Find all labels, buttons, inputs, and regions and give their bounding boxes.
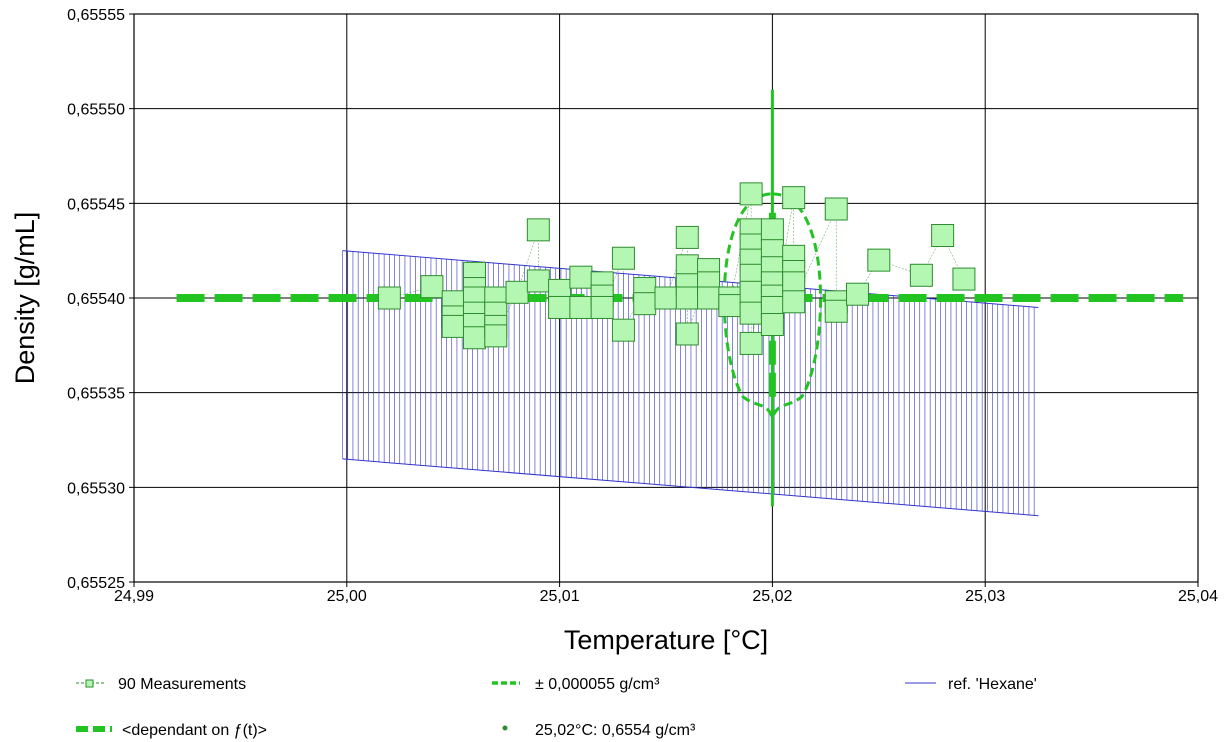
measurement-point	[675, 225, 699, 249]
measurement-point	[505, 280, 529, 304]
legend-label-point: 25,02°C: 0,6554 g/cm³	[535, 722, 696, 739]
x-axis-title: Temperature [°C]	[564, 625, 768, 655]
y-tick-label: 0,65530	[67, 480, 125, 497]
measurement-point	[760, 218, 784, 242]
legend-item-reference: ref. 'Hexane'	[905, 676, 1037, 693]
legend-item-point: 25,02°C: 0,6554 g/cm³	[502, 722, 696, 739]
measurement-point	[846, 282, 870, 306]
measurement-point	[441, 314, 465, 338]
y-tick-label: 0,65540	[67, 291, 125, 308]
measurement-point	[760, 313, 784, 337]
measurement-point	[569, 295, 593, 319]
measurement-point	[931, 224, 955, 248]
y-axis-title: Density [g/mL]	[10, 212, 40, 385]
legend-label-mean: <dependant on ƒ(t)>	[122, 722, 267, 739]
x-tick-label: 25,03	[965, 588, 1005, 605]
measurement-point	[782, 186, 806, 210]
measurement-point	[526, 218, 550, 242]
measurement-point	[377, 286, 401, 310]
y-tick-label: 0,65555	[67, 7, 125, 24]
x-tick-label: 24,99	[114, 588, 154, 605]
y-tick-label: 0,65535	[67, 386, 125, 403]
measurement-point	[675, 286, 699, 310]
legend-item-mean: <dependant on ƒ(t)>	[76, 722, 267, 739]
measurement-point	[739, 182, 763, 206]
legend-item-uncertainty: ± 0,000055 g/cm³	[492, 676, 660, 693]
x-tick-labels: 24,99 25,00 25,01 25,02 25,03 25,04	[114, 588, 1218, 605]
measurement-point	[697, 286, 721, 310]
measurement-point	[739, 280, 763, 304]
measurement-point	[633, 292, 657, 316]
measurement-point	[611, 246, 635, 270]
y-tick-label: 0,65525	[67, 575, 125, 592]
legend-label-uncertainty: ± 0,000055 g/cm³	[535, 676, 660, 693]
measurement-point	[909, 263, 933, 287]
reference-lower-line	[342, 458, 1039, 517]
measurement-point	[569, 265, 593, 289]
measurement-point	[611, 318, 635, 342]
measurement-point	[675, 322, 699, 346]
legend-label-reference: ref. 'Hexane'	[948, 676, 1037, 693]
y-tick-label: 0,65550	[67, 102, 125, 119]
measurement-point	[952, 267, 976, 291]
measurement-point	[484, 324, 508, 348]
measurement-point	[782, 290, 806, 314]
measurement-point	[420, 275, 444, 299]
measurement-point	[548, 295, 572, 319]
measurement-point	[526, 269, 550, 293]
y-tick-label: 0,65545	[67, 196, 125, 213]
measurement-point	[590, 295, 614, 319]
measurement-point	[739, 331, 763, 355]
measurement-point	[739, 301, 763, 325]
measurement-point	[654, 286, 678, 310]
y-tick-labels: 0,65525 0,65530 0,65535 0,65540 0,65545 0,655…	[67, 7, 125, 592]
x-tick-label: 25,04	[1178, 588, 1218, 605]
x-tick-label: 25,01	[540, 588, 580, 605]
measurement-point	[867, 248, 891, 272]
measurement-point	[718, 294, 742, 318]
measurement-point	[824, 197, 848, 221]
measurement-points	[377, 182, 976, 355]
measurement-point	[824, 299, 848, 323]
measurement-point	[462, 326, 486, 350]
legend-label-measurements: 90 Measurements	[118, 676, 246, 693]
x-tick-label: 25,02	[752, 588, 792, 605]
legend: 90 Measurements ± 0,000055 g/cm³ ref. 'H…	[76, 676, 1037, 739]
x-tick-label: 25,00	[327, 588, 367, 605]
legend-item-measurements: 90 Measurements	[76, 676, 246, 693]
